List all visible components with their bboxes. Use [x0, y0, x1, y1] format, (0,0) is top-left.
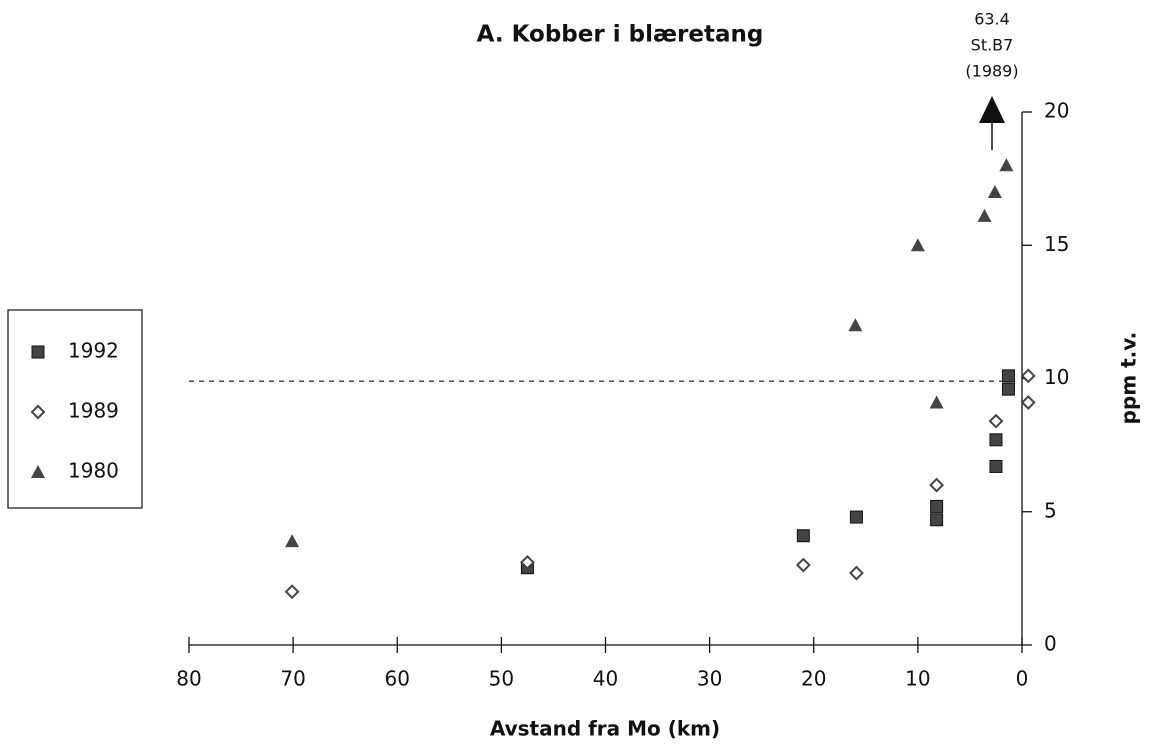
y-tick-label: 15 [1044, 232, 1069, 256]
x-tick-label: 10 [905, 667, 930, 691]
point-square [849, 510, 863, 524]
x-tick-label: 50 [489, 667, 514, 691]
point-square [930, 513, 944, 527]
chart-title: A. Kobber i blæretang [477, 22, 764, 48]
point-triangle [999, 158, 1014, 172]
point-triangle [987, 184, 1002, 198]
point-triangle [929, 395, 944, 409]
x-tick-label: 40 [593, 667, 618, 691]
point-diamond [988, 413, 1004, 429]
annotation-arrow-head [979, 96, 1005, 123]
x-tick-label: 0 [1016, 667, 1029, 691]
y-tick-label: 10 [1044, 365, 1069, 389]
point-square [989, 459, 1003, 473]
legend-box [7, 309, 143, 509]
point-triangle [285, 534, 300, 548]
annotation-text: St.B7 [971, 36, 1014, 55]
point-square [1001, 382, 1015, 396]
point-triangle [910, 238, 925, 252]
point-triangle [31, 465, 45, 478]
legend-label: 1992 [68, 339, 119, 363]
legend-label: 1989 [68, 399, 119, 423]
x-tick-label: 30 [697, 667, 722, 691]
legend-label: 1980 [68, 459, 119, 483]
point-square [31, 345, 45, 359]
point-diamond [849, 565, 864, 581]
y-tick-label: 5 [1044, 498, 1057, 522]
point-diamond [30, 404, 46, 420]
point-diamond [519, 554, 535, 570]
point-square [1001, 369, 1015, 383]
point-diamond [1020, 395, 1036, 410]
x-tick-label: 80 [176, 667, 201, 691]
y-axis-label: ppm t.v. [1117, 332, 1141, 425]
y-tick-label: 0 [1044, 632, 1057, 656]
point-diamond [1020, 368, 1036, 384]
x-tick-label: 60 [385, 667, 410, 691]
point-triangle [848, 318, 863, 332]
x-tick-label: 20 [801, 667, 826, 691]
annotation-text: 63.4 [974, 10, 1010, 29]
point-diamond [795, 557, 811, 573]
x-axis-label: Avstand fra Mo (km) [490, 717, 720, 741]
annotation-text: (1989) [965, 62, 1018, 81]
point-diamond [929, 477, 945, 493]
point-diamond [284, 584, 300, 600]
point-triangle [977, 208, 992, 222]
y-tick-label: 20 [1044, 99, 1069, 123]
point-square [989, 433, 1003, 447]
x-tick-label: 70 [280, 667, 305, 691]
point-square [930, 499, 944, 513]
point-square [796, 529, 810, 543]
